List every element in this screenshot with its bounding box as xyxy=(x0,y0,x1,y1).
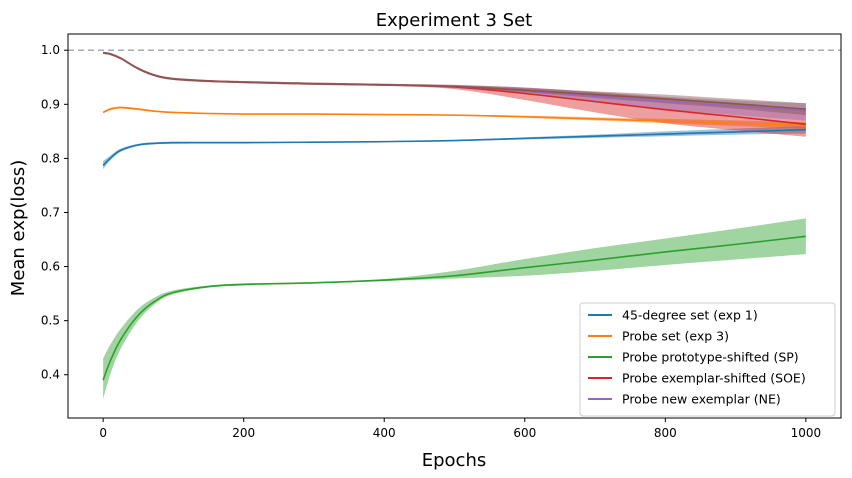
x-tick-label: 800 xyxy=(654,426,677,440)
confidence-band-5 xyxy=(103,51,806,116)
series-line-5 xyxy=(103,52,806,110)
y-tick-label: 0.5 xyxy=(41,314,60,328)
confidence-band-2 xyxy=(103,218,806,400)
legend-label: 45-degree set (exp 1) xyxy=(622,308,758,323)
x-axis-label: Epochs xyxy=(422,450,487,471)
x-tick-label: 0 xyxy=(99,426,107,440)
y-axis-label: Mean exp(loss) xyxy=(8,160,29,296)
series-lines xyxy=(102,52,806,381)
y-axis-ticks: 0.4 0.5 0.6 0.7 0.8 0.9 1.0 xyxy=(41,43,68,382)
legend-label: Probe prototype-shifted (SP) xyxy=(622,350,799,365)
x-tick-label: 600 xyxy=(513,426,536,440)
confidence-band-0 xyxy=(103,125,806,170)
confidence-band-3 xyxy=(103,51,806,137)
legend: 45-degree set (exp 1) Probe set (exp 3) Pr… xyxy=(579,302,836,417)
y-tick-label: 0.7 xyxy=(41,205,60,219)
series-line-2 xyxy=(102,235,806,381)
y-tick-label: 0.4 xyxy=(41,368,60,382)
legend-box xyxy=(579,302,836,417)
series-line-0 xyxy=(102,128,806,166)
x-tick-label: 400 xyxy=(373,426,396,440)
chart-title: Experiment 3 Set xyxy=(376,10,532,31)
x-tick-label: 1000 xyxy=(791,426,822,440)
legend-label: Probe set (exp 3) xyxy=(622,329,729,344)
plot-frame xyxy=(67,33,842,419)
y-tick-label: 0.9 xyxy=(41,97,60,111)
x-axis-ticks: 0 200 400 600 800 1000 xyxy=(99,418,821,440)
legend-label: Probe new exemplar (NE) xyxy=(622,392,781,407)
y-tick-label: 0.8 xyxy=(41,151,60,165)
x-tick-label: 200 xyxy=(232,426,255,440)
series-line-1 xyxy=(102,106,806,127)
y-tick-label: 0.6 xyxy=(41,260,60,274)
y-tick-label: 1.0 xyxy=(41,43,60,57)
legend-label: Probe exemplar-shifted (SOE) xyxy=(622,371,806,386)
